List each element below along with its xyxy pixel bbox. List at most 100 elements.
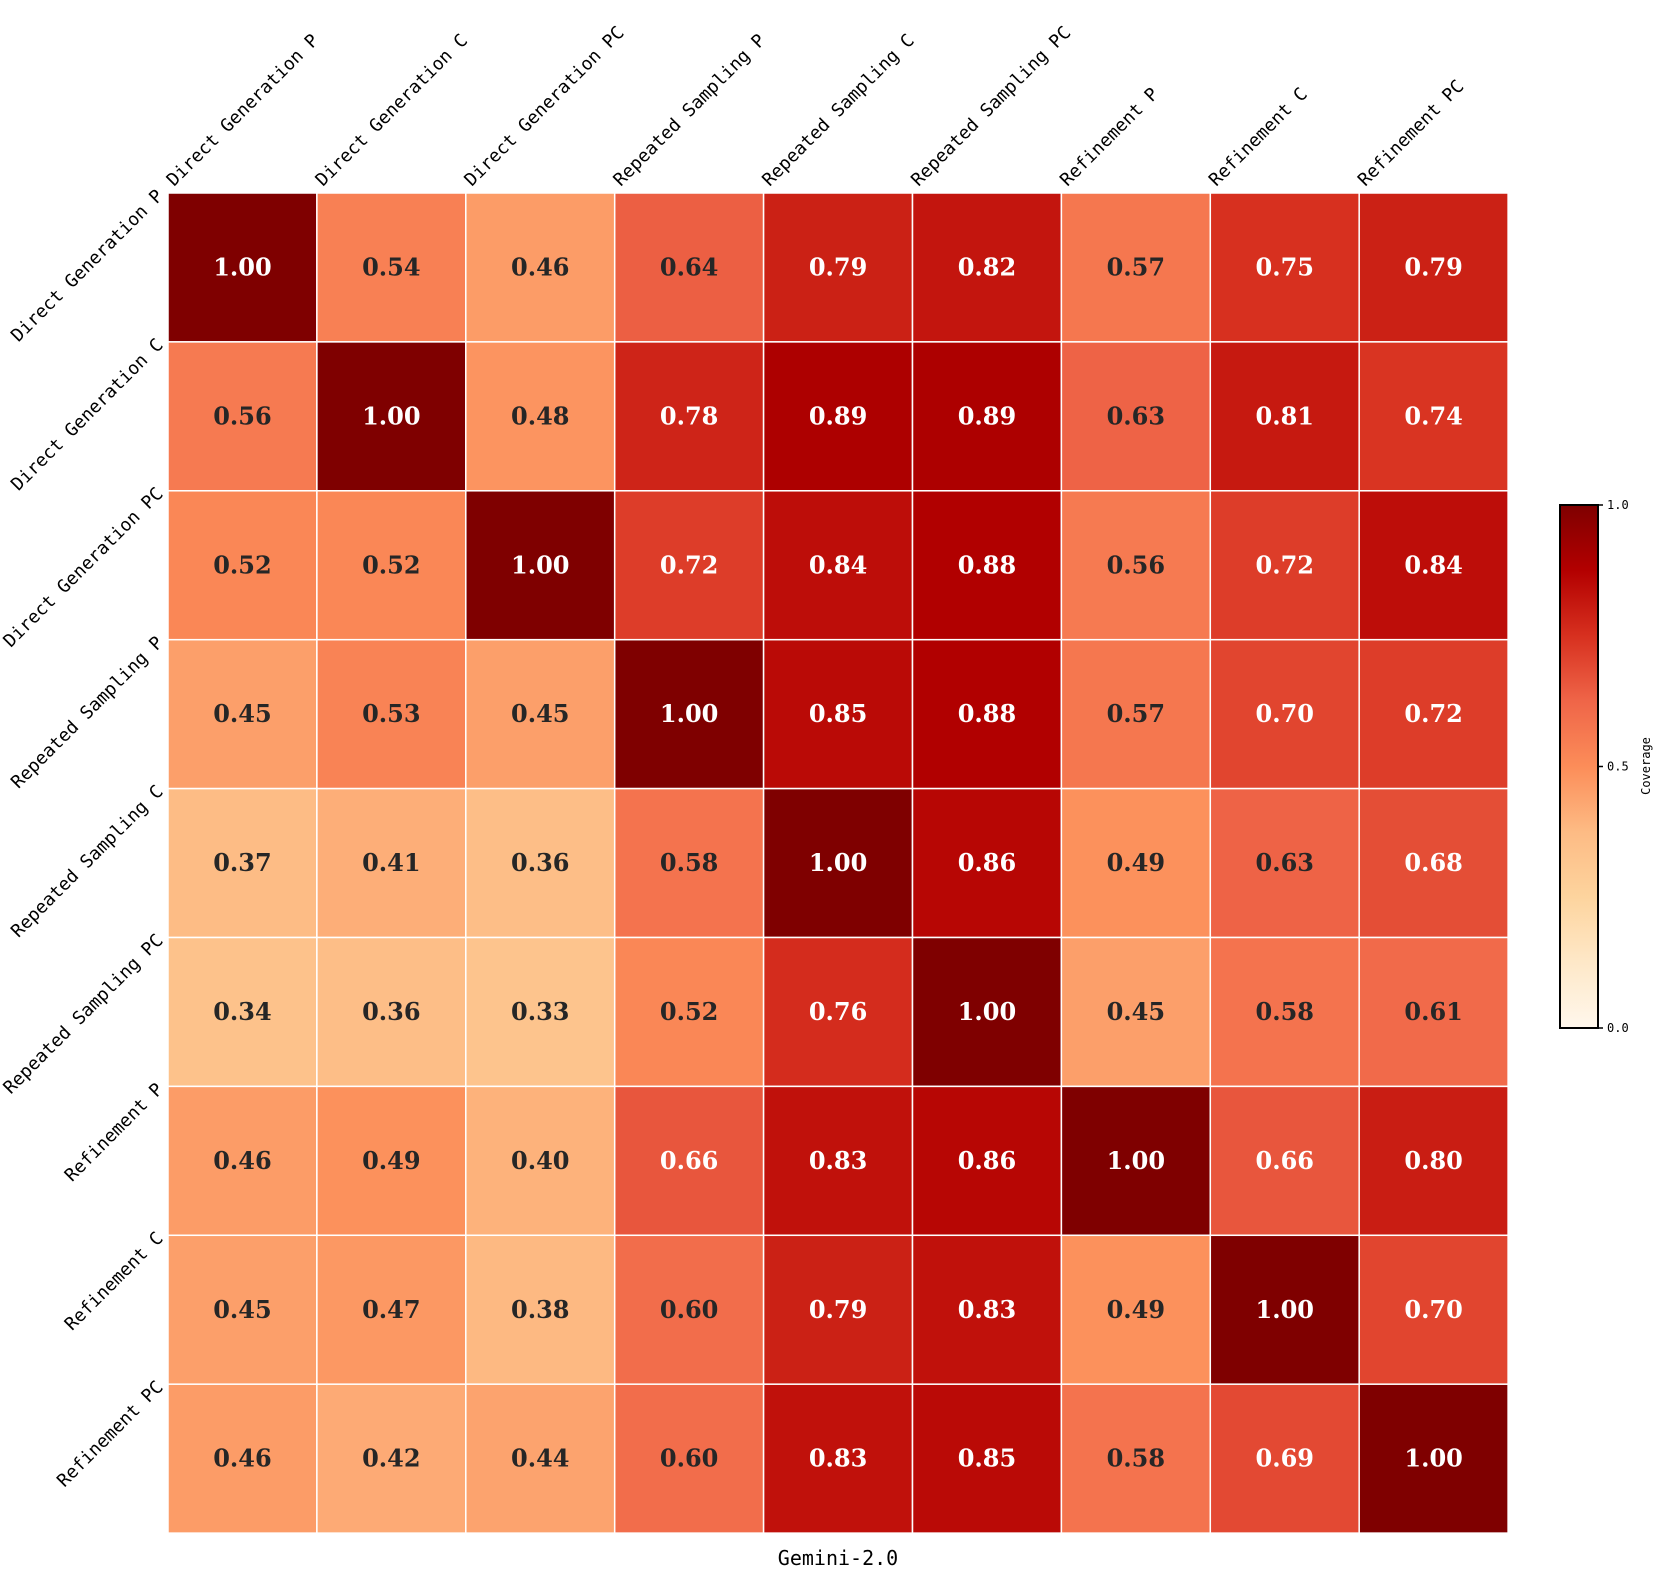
heatmap-cell [613,787,765,939]
cell-value-label: 0.83 [958,1295,1016,1324]
heatmap-cell [465,1383,616,1534]
y-tick-label: Direct Generation PC [0,483,168,651]
heatmap-cell [762,1085,914,1237]
heatmap-cell [316,1085,467,1237]
cell-value-label: 0.63 [1256,848,1314,877]
y-tick-label: Direct Generation P [7,186,168,347]
cell-value-label: 0.72 [1256,550,1314,579]
cell-value-label: 0.60 [660,1295,718,1324]
heatmap-cell [613,936,765,1088]
cell-value-label: 0.49 [1107,1295,1165,1324]
cell-value-label: 0.46 [213,1146,271,1175]
cell-value-label: 0.46 [511,252,569,281]
cell-value-label: 0.84 [809,550,867,579]
heatmap-cell [613,638,765,790]
cell-value-label: 0.88 [958,699,1016,728]
cell-value-label: 0.57 [1107,699,1165,728]
y-tick-label: Repeated Sampling P [7,632,168,793]
cell-value-label: 0.40 [511,1146,569,1175]
heatmap-cell [465,341,616,492]
cell-value-label: 1.00 [1404,1444,1462,1473]
cell-value-label: 0.86 [958,1146,1016,1175]
cell-value-label: 0.36 [511,848,569,877]
cell-value-label: 0.72 [1404,699,1462,728]
heatmap-cell [167,490,318,641]
cell-value-label: 0.36 [362,997,420,1026]
cell-value-label: 0.38 [511,1295,569,1324]
y-tick-label: Refinement C [61,1228,168,1335]
cell-value-label: 0.76 [809,997,867,1026]
cell-value-label: 0.44 [511,1444,569,1473]
colorbar-tick-label: 1.0 [1607,498,1629,512]
cell-value-label: 0.45 [511,699,569,728]
heatmap-cell [613,192,765,343]
colorbar-label: Coverage [1639,737,1653,795]
heatmap-cell [1060,490,1212,641]
heatmap-cell [762,936,914,1088]
x-tick-label: Repeated Sampling P [609,30,770,191]
y-tick-label: Refinement PC [53,1377,167,1491]
heatmap-cell [316,638,467,790]
x-tick-label: Repeated Sampling PC [907,22,1075,190]
x-tick-label: Direct Generation P [163,30,324,191]
heatmap-cell [613,1383,765,1534]
heatmap-cell [167,341,318,492]
x-tick-label: Repeated Sampling C [758,30,918,190]
y-tick-label: Direct Generation C [7,335,167,495]
heatmap-cell [316,1383,467,1534]
cell-value-label: 0.34 [213,997,271,1026]
cell-value-label: 0.47 [362,1295,420,1324]
cell-value-label: 0.52 [362,550,420,579]
heatmap-cell [1209,192,1360,343]
cell-value-label: 0.83 [809,1146,867,1175]
heatmap-cell [316,936,467,1088]
heatmap-cell [167,787,318,939]
cell-value-label: 1.00 [809,848,867,877]
cell-value-label: 0.42 [362,1444,420,1473]
cell-value-label: 0.89 [958,401,1016,430]
heatmap-cells: 1.00 0.54 0.46 0.64 0.79 0.82 0.57 0.75 0.79 0.56… [167,192,1509,1534]
cell-value-label: 0.56 [1107,550,1165,579]
heatmap-cell [167,638,318,790]
cell-value-label: 0.48 [511,401,569,430]
heatmap-cell [1209,936,1360,1088]
cell-value-label: 0.49 [362,1146,420,1175]
cell-value-label: 0.85 [958,1444,1016,1473]
cell-value-label: 0.85 [809,699,867,728]
heatmap-cell [465,1085,616,1237]
cell-value-label: 0.53 [362,699,420,728]
heatmap-cell [167,192,318,343]
cell-value-label: 0.72 [660,550,718,579]
cell-value-label: 0.81 [1256,401,1314,430]
heatmap-cell [1060,1085,1212,1237]
cell-value-label: 0.86 [958,848,1016,877]
cell-value-label: 0.60 [660,1444,718,1473]
heatmap-cell [465,192,616,343]
heatmap-cell [762,192,914,343]
cell-value-label: 0.70 [1256,699,1314,728]
cell-value-label: 0.33 [511,997,569,1026]
heatmap-cell [1358,1383,1509,1534]
heatmap-cell [316,490,467,641]
heatmap-cell [1060,1234,1212,1385]
y-tick-label: Refinement P [61,1079,168,1186]
heatmap-cell [1358,341,1509,492]
x-tick-label: Refinement C [1205,84,1312,191]
heatmap-cell [465,936,616,1088]
heatmap-cell [613,1234,765,1385]
heatmap-cell [762,1383,914,1534]
cell-value-label: 0.45 [1107,997,1165,1026]
cell-value-label: 0.54 [362,252,420,281]
heatmap-cell [167,1383,318,1534]
heatmap-cell [1358,490,1509,641]
cell-value-label: 1.00 [1107,1146,1165,1175]
cell-value-label: 0.69 [1256,1444,1314,1473]
cell-value-label: 0.66 [660,1146,718,1175]
x-tick-label: Direct Generation PC [460,22,628,190]
x-axis-label: Gemini-2.0 [778,1546,898,1570]
heatmap-cell [911,787,1063,939]
heatmap-cell [911,936,1063,1088]
cell-value-label: 0.78 [660,401,718,430]
